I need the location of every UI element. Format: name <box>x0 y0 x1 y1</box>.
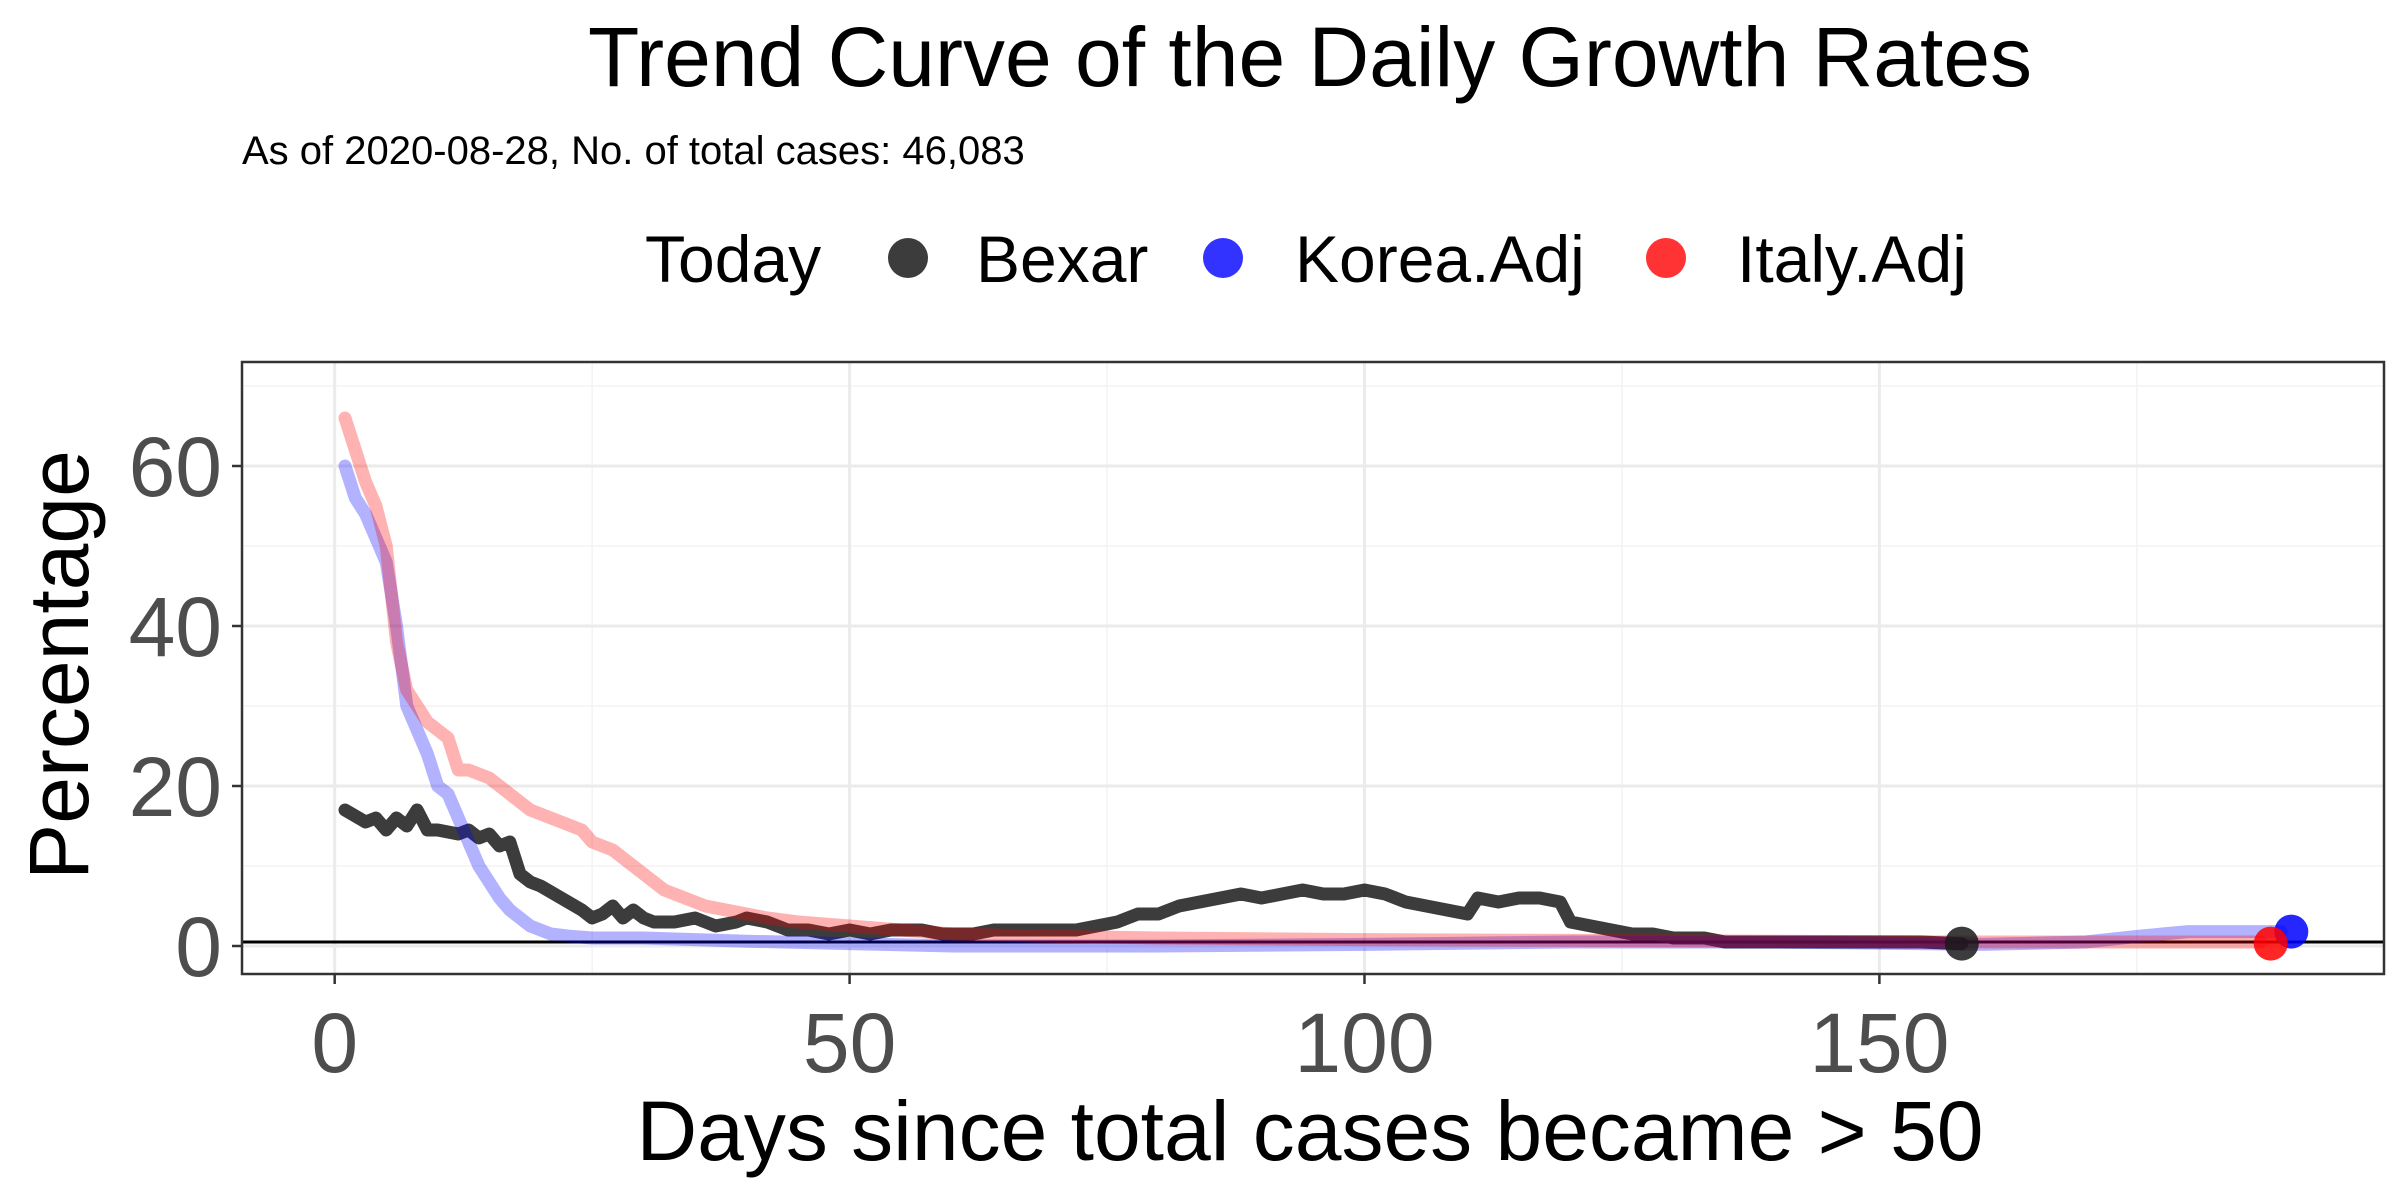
series-line-italy-adj <box>338 411 2267 949</box>
y-tick-label: 60 <box>129 420 222 514</box>
y-tick-label: 0 <box>175 900 222 994</box>
today-point-italy-adj <box>2253 926 2288 961</box>
x-tick-label: 0 <box>311 996 358 1090</box>
y-tick-label: 40 <box>129 580 222 674</box>
x-tick-label: 150 <box>1809 996 1949 1090</box>
legend: Today Bexar Korea.Adj Italy.Adj <box>645 222 1967 296</box>
x-axis-ticks: 0 50 100 150 <box>311 974 1949 1090</box>
grid <box>242 362 2384 974</box>
legend-key-italy <box>1646 238 1686 278</box>
legend-title: Today <box>645 222 821 296</box>
today-points <box>1944 914 2309 961</box>
legend-label-korea: Korea.Adj <box>1295 222 1585 296</box>
x-tick-label: 100 <box>1294 996 1434 1090</box>
y-tick-label: 20 <box>129 740 222 834</box>
y-axis-title: Percentage <box>12 450 106 880</box>
series-line-bexar <box>338 803 1969 951</box>
x-tick-label: 50 <box>803 996 896 1090</box>
chart-title: Trend Curve of the Daily Growth Rates <box>588 10 2032 104</box>
legend-key-bexar <box>888 238 928 278</box>
legend-label-italy: Italy.Adj <box>1737 222 1967 296</box>
today-point-bexar <box>1944 926 1979 961</box>
legend-label-bexar: Bexar <box>976 222 1148 296</box>
series-group <box>338 411 2288 953</box>
legend-key-korea <box>1203 238 1243 278</box>
y-axis-ticks: 0 20 40 60 <box>129 420 242 994</box>
plot-panel-border <box>240 360 2386 976</box>
chart-subtitle: As of 2020-08-28, No. of total cases: 46… <box>242 129 1025 173</box>
series-line-korea-adj <box>338 459 2288 953</box>
x-axis-title: Days since total cases became > 50 <box>636 1084 1983 1178</box>
